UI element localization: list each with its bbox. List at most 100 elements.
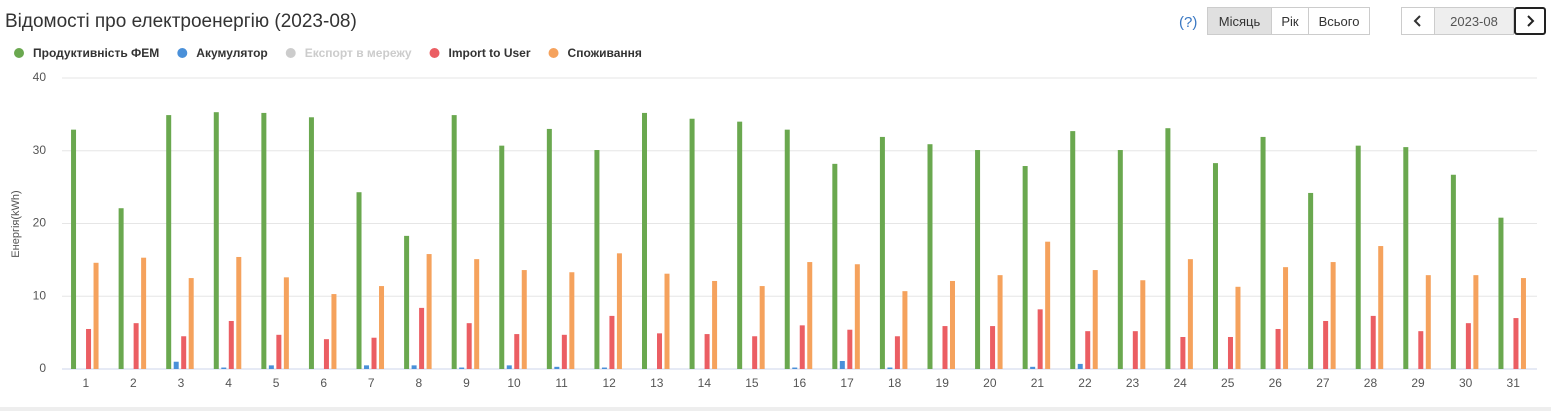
bar — [799, 325, 805, 369]
period-button[interactable]: Рік — [1271, 7, 1309, 35]
x-tick-label: 1 — [82, 376, 89, 390]
x-tick-label: 5 — [273, 376, 280, 390]
bar — [832, 163, 838, 369]
x-tick-label: 6 — [320, 376, 327, 390]
bar — [1187, 259, 1193, 369]
bar — [1117, 150, 1123, 369]
bar — [879, 136, 885, 369]
bar — [1520, 278, 1526, 369]
bar — [411, 365, 417, 369]
y-tick-label: 10 — [33, 288, 47, 302]
bar — [86, 328, 92, 369]
next-button[interactable] — [1514, 7, 1546, 35]
bar — [188, 278, 194, 369]
bar — [451, 115, 457, 369]
help-link[interactable]: (?) — [1179, 14, 1198, 31]
bar — [1403, 147, 1409, 369]
bar — [181, 336, 187, 369]
bar — [1378, 246, 1384, 369]
x-tick-label: 18 — [888, 376, 902, 390]
bar — [784, 129, 790, 369]
bar — [594, 150, 600, 369]
bar — [93, 262, 99, 369]
bar — [1037, 309, 1043, 369]
legend-marker — [548, 48, 559, 58]
bar — [364, 365, 370, 369]
bar — [737, 121, 743, 370]
bar — [1085, 331, 1091, 369]
bar — [807, 262, 813, 369]
legend-marker — [285, 48, 296, 58]
prev-button[interactable] — [1401, 7, 1435, 35]
x-tick-label: 26 — [1269, 376, 1283, 390]
bar — [166, 115, 172, 369]
x-tick-label: 31 — [1507, 376, 1521, 390]
bar — [942, 326, 948, 369]
bar — [261, 112, 267, 370]
x-tick-label: 16 — [793, 376, 807, 390]
bar — [459, 367, 465, 369]
x-tick-label: 3 — [178, 376, 185, 390]
bar — [1498, 217, 1504, 369]
bar — [609, 315, 615, 369]
bar — [1308, 192, 1314, 369]
bar — [1022, 166, 1028, 369]
bar — [689, 118, 695, 370]
x-tick-label: 13 — [650, 376, 664, 390]
x-tick-label: 17 — [840, 376, 854, 390]
bar — [1140, 280, 1146, 369]
bar — [854, 264, 860, 369]
bar — [792, 367, 798, 369]
bar — [894, 336, 900, 369]
date-field[interactable]: 2023-08 — [1434, 7, 1514, 35]
bar — [927, 144, 933, 369]
x-tick-label: 19 — [936, 376, 950, 390]
bar — [1045, 241, 1051, 369]
bar — [1165, 128, 1171, 369]
x-tick-label: 30 — [1459, 376, 1473, 390]
x-tick-label: 14 — [698, 376, 712, 390]
x-tick-label: 24 — [1173, 376, 1187, 390]
legend-marker — [14, 48, 24, 58]
bar — [554, 366, 560, 369]
bar — [323, 339, 329, 369]
bar — [1425, 275, 1431, 369]
bar — [1275, 328, 1281, 369]
x-tick-label: 10 — [507, 376, 521, 390]
x-tick-label: 11 — [555, 376, 568, 390]
bar — [213, 112, 219, 369]
bar — [1355, 145, 1361, 369]
bar — [1330, 262, 1336, 369]
bar — [712, 280, 718, 369]
x-tick-label: 15 — [745, 376, 759, 390]
bar — [839, 360, 845, 369]
bar — [71, 129, 77, 369]
bar — [1323, 320, 1329, 369]
bar — [1077, 363, 1083, 369]
y-tick-label: 30 — [33, 143, 47, 157]
x-tick-label: 12 — [602, 376, 616, 390]
bar — [506, 365, 512, 369]
period-button[interactable]: Всього — [1308, 7, 1370, 35]
bar — [1212, 163, 1218, 369]
bar — [887, 367, 893, 369]
bar — [990, 326, 996, 369]
bar — [569, 272, 575, 369]
bar — [276, 334, 282, 369]
bar — [642, 112, 648, 370]
x-tick-label: 27 — [1316, 376, 1330, 390]
bar — [474, 259, 480, 369]
y-axis-label: Енергія(kWh) — [10, 190, 22, 257]
bar — [1180, 336, 1186, 369]
bar — [1070, 131, 1076, 369]
bar — [308, 117, 314, 369]
legend-label: Акумулятор — [196, 46, 267, 60]
x-tick-label: 22 — [1078, 376, 1092, 390]
page-title: Відомості про електроенергію (2023-08) — [5, 11, 357, 32]
bar — [1473, 275, 1479, 369]
bar — [1283, 267, 1289, 369]
bar — [616, 253, 622, 369]
period-button[interactable]: Місяць — [1207, 7, 1272, 35]
bar — [847, 329, 853, 369]
bar — [331, 294, 337, 369]
